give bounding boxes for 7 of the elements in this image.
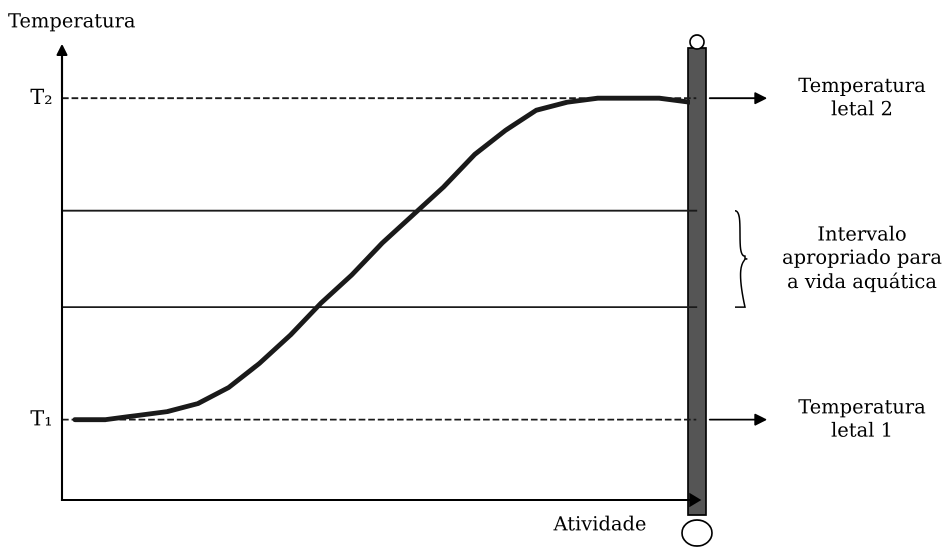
text: Temperatura letal 2 xyxy=(798,78,926,116)
ref-line-label: T₁ xyxy=(30,410,51,426)
text: Temperatura letal 1 xyxy=(798,399,926,437)
text: Intervalo apropriado para a vida aquática xyxy=(783,226,942,292)
x-axis-title: Atividade xyxy=(553,516,646,531)
y-axis-title: Temperatura xyxy=(8,13,135,32)
ref-line-label: T₂ xyxy=(30,88,52,104)
